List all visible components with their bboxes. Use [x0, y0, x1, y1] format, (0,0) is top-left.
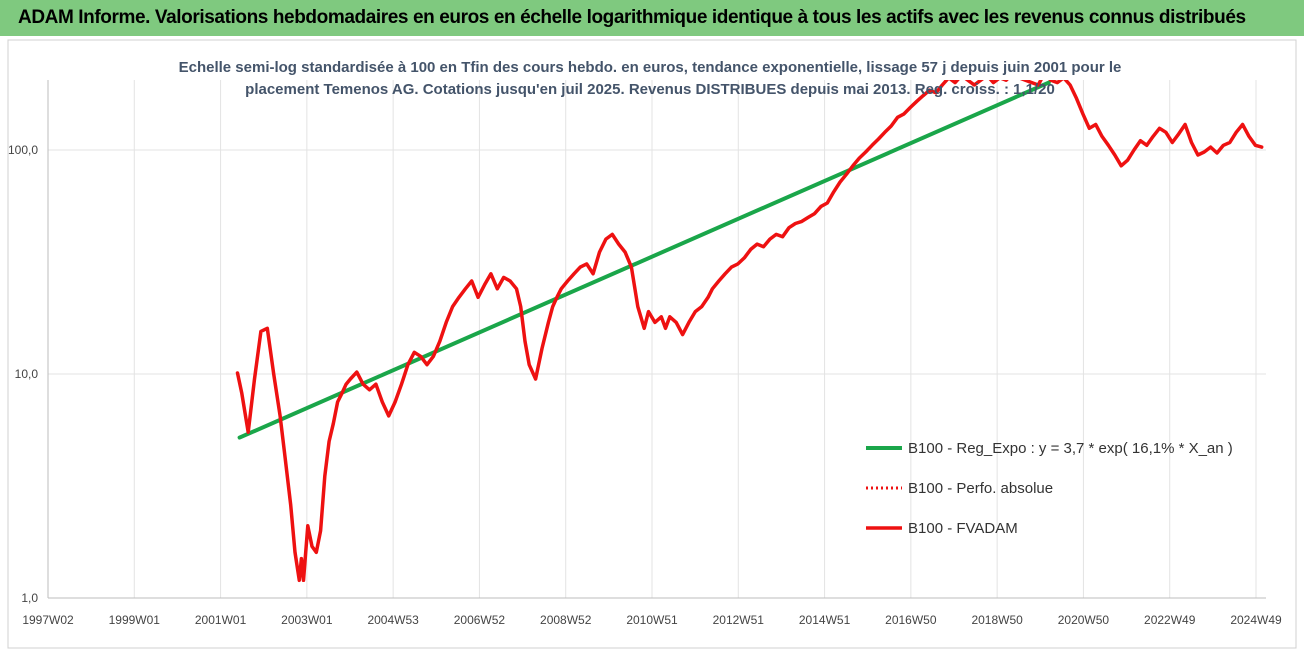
- chart-title-line: Echelle semi-log standardisée à 100 en T…: [179, 59, 1122, 76]
- series-lines: [235, 80, 1264, 583]
- x-tick-label: 2016W50: [885, 613, 937, 627]
- x-tick-label: 1999W01: [109, 613, 161, 627]
- legend-label: B100 - Reg_Expo : y = 3,7 * exp( 16,1% *…: [908, 440, 1233, 457]
- chart-title-line: placement Temenos AG. Cotations jusqu'en…: [245, 81, 1055, 98]
- title-banner: ADAM Informe. Valorisations hebdomadaire…: [0, 0, 1304, 37]
- x-tick-label: 2012W51: [713, 613, 765, 627]
- x-tick-label: 2024W49: [1230, 613, 1282, 627]
- y-tick-label: 1,0: [21, 591, 38, 605]
- x-tick-label: 2022W49: [1144, 613, 1196, 627]
- chart-title: Echelle semi-log standardisée à 100 en T…: [179, 59, 1122, 98]
- x-tick-label: 2004W53: [367, 613, 419, 627]
- plot-frame: [7, 39, 1297, 649]
- x-tick-label: 2008W52: [540, 613, 592, 627]
- x-tick-label: 2014W51: [799, 613, 851, 627]
- axes: [47, 80, 1266, 599]
- y-tick-label: 10,0: [15, 367, 39, 381]
- y-tick-label: 100,0: [8, 143, 38, 157]
- legend: B100 - Reg_Expo : y = 3,7 * exp( 16,1% *…: [866, 440, 1233, 537]
- tick-labels: 1997W02 1999W01 2001W01 2003W01 2004W53 2006W…: [8, 143, 1282, 627]
- legend-label: B100 - FVADAM: [908, 520, 1018, 537]
- fvadam-line: [235, 80, 1264, 583]
- trend-line: [237, 80, 1051, 440]
- x-tick-label: 1997W02: [22, 613, 74, 627]
- x-tick-label: 2018W50: [971, 613, 1023, 627]
- x-tick-label: 2003W01: [281, 613, 333, 627]
- chart-area: 1997W02 1999W01 2001W01 2003W01 2004W53 2006W…: [0, 36, 1304, 652]
- banner-title: ADAM Informe. Valorisations hebdomadaire…: [18, 7, 1246, 28]
- legend-label: B100 - Perfo. absolue: [908, 480, 1053, 497]
- x-tick-label: 2006W52: [454, 613, 506, 627]
- x-tick-label: 2020W50: [1058, 613, 1110, 627]
- x-tick-label: 2001W01: [195, 613, 247, 627]
- x-tick-label: 2010W51: [626, 613, 678, 627]
